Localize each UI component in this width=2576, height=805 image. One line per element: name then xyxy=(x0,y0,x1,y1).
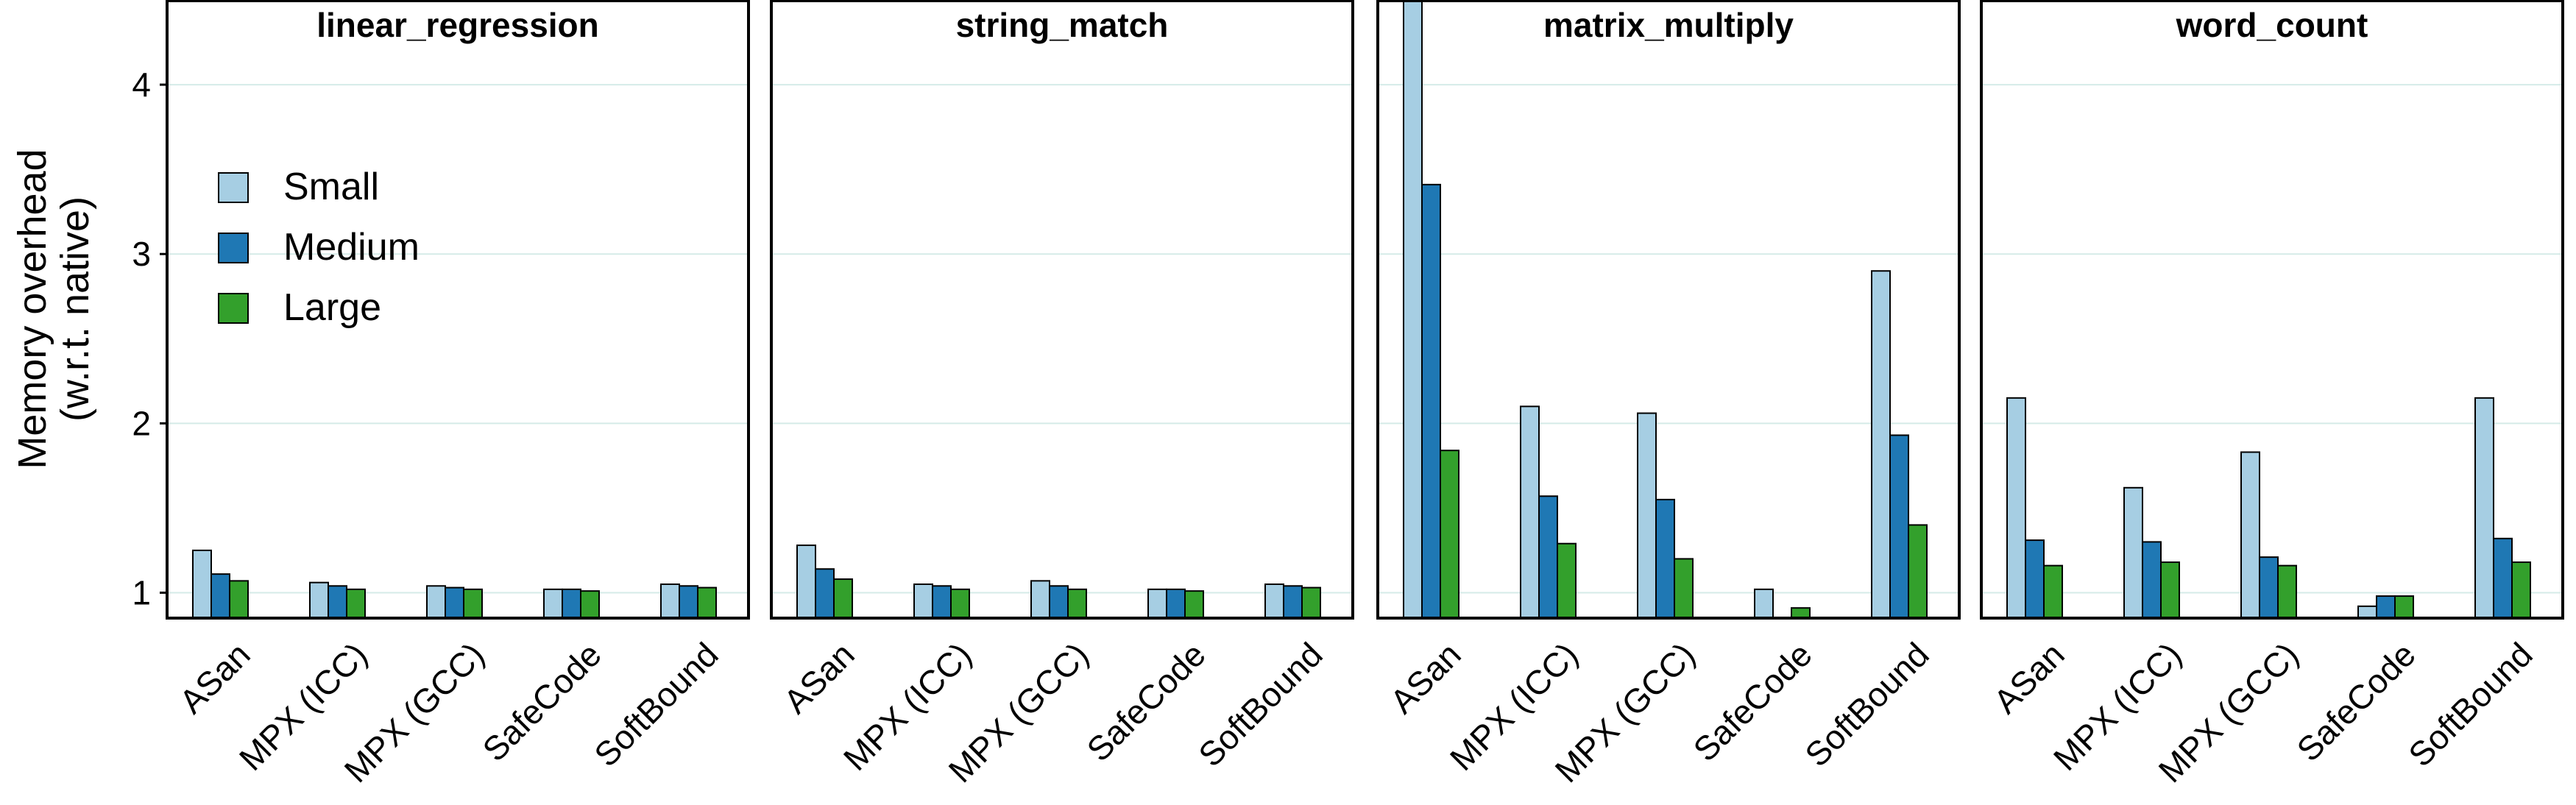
bar-medium-softbound xyxy=(1283,585,1303,620)
y-axis-label-line2: (w.r.t. native) xyxy=(53,196,97,422)
legend-label-large: Large xyxy=(283,286,381,329)
x-tick-label: SoftBound xyxy=(1797,635,1936,774)
bar-small-mpx-gcc xyxy=(426,585,446,620)
bar-large-asan xyxy=(833,578,853,619)
panel-frame xyxy=(166,0,750,620)
x-tick-label: SoftBound xyxy=(1191,635,1330,774)
legend-swatch-small xyxy=(218,172,249,203)
y-tick-label: 4 xyxy=(132,65,151,104)
bar-large-mpx-icc xyxy=(346,588,366,619)
legend: Small Medium Large xyxy=(218,166,420,329)
bar-small-mpx-gcc xyxy=(1030,580,1050,620)
bar-large-mpx-icc xyxy=(1557,542,1577,620)
x-tick-label: SoftBound xyxy=(2401,635,2540,774)
panel-title: word_count xyxy=(2176,6,2368,44)
x-tick-label: SoftBound xyxy=(587,635,726,774)
bar-small-mpx-icc xyxy=(309,581,329,619)
bar-medium-mpx-icc xyxy=(328,585,347,620)
panel-frame xyxy=(1980,0,2564,620)
bar-medium-softbound xyxy=(1889,434,1909,619)
bar-small-softbound xyxy=(1871,270,1891,619)
bar-medium-mpx-icc xyxy=(1538,495,1558,620)
bar-medium-asan xyxy=(1421,183,1441,620)
bar-small-softbound xyxy=(660,583,680,619)
bar-medium-mpx-gcc xyxy=(1049,585,1069,620)
bar-large-asan xyxy=(1440,450,1459,619)
bar-large-asan xyxy=(229,580,249,620)
bar-small-mpx-icc xyxy=(913,583,933,619)
legend-swatch-medium xyxy=(218,233,249,263)
bar-large-safecode xyxy=(1791,607,1811,619)
bar-large-mpx-gcc xyxy=(2277,564,2297,619)
bar-large-safecode xyxy=(1184,590,1204,620)
x-tick-label: ASan xyxy=(171,635,257,720)
bar-medium-softbound xyxy=(2493,537,2513,620)
bar-medium-mpx-icc xyxy=(932,585,952,620)
bar-medium-asan xyxy=(210,573,230,619)
bar-small-softbound xyxy=(2474,397,2494,619)
bar-large-softbound xyxy=(697,586,717,619)
bar-small-mpx-icc xyxy=(2123,486,2143,619)
y-axis-label: Memory overhead (w.r.t. native) xyxy=(10,149,97,469)
bar-medium-mpx-icc xyxy=(2142,541,2162,619)
bar-medium-safecode xyxy=(562,588,581,619)
bar-medium-safecode xyxy=(1166,588,1186,619)
bar-large-mpx-gcc xyxy=(1674,558,1694,619)
bar-small-mpx-gcc xyxy=(2240,451,2260,619)
bar-medium-safecode xyxy=(2376,595,2396,620)
bar-small-asan xyxy=(1403,0,1423,619)
bar-small-safecode xyxy=(1754,588,1774,619)
bar-small-safecode xyxy=(2357,605,2377,619)
legend-label-small: Small xyxy=(283,166,379,208)
panel-frame xyxy=(770,0,1354,620)
y-axis-label-line1: Memory overhead xyxy=(10,149,54,469)
legend-label-medium: Medium xyxy=(283,226,420,269)
x-tick-label: ASan xyxy=(776,635,861,720)
panel-frame xyxy=(1376,0,1961,620)
bar-small-softbound xyxy=(1264,583,1284,619)
bar-medium-asan xyxy=(815,568,835,619)
y-tick-label: 3 xyxy=(132,235,151,273)
bar-small-asan xyxy=(192,549,212,619)
bar-medium-mpx-gcc xyxy=(2259,556,2279,620)
y-tick-label: 1 xyxy=(132,573,151,611)
bar-small-safecode xyxy=(1147,588,1167,619)
bar-large-asan xyxy=(2043,564,2063,619)
bar-small-mpx-gcc xyxy=(1637,412,1657,619)
panel-title: matrix_multiply xyxy=(1543,6,1794,44)
bar-large-mpx-icc xyxy=(950,588,970,619)
bar-large-mpx-icc xyxy=(2160,561,2180,620)
bar-large-softbound xyxy=(1908,524,1928,620)
panel-title: linear_regression xyxy=(316,6,599,44)
panel-title: string_match xyxy=(956,6,1169,44)
x-tick-label: ASan xyxy=(1986,635,2071,720)
bar-large-safecode xyxy=(580,590,600,620)
bar-medium-softbound xyxy=(679,585,698,620)
bar-small-asan xyxy=(2006,397,2026,619)
bar-small-safecode xyxy=(543,588,563,619)
bar-large-mpx-gcc xyxy=(1067,588,1087,619)
bar-medium-mpx-gcc xyxy=(445,586,464,619)
bar-small-mpx-icc xyxy=(1520,405,1540,620)
bar-large-softbound xyxy=(1301,586,1321,619)
y-tick-label: 2 xyxy=(132,404,151,442)
bar-large-safecode xyxy=(2394,595,2414,620)
bar-large-mpx-gcc xyxy=(463,588,483,619)
bar-large-softbound xyxy=(2511,561,2531,620)
x-tick-label: ASan xyxy=(1382,635,1468,720)
legend-swatch-large xyxy=(218,293,249,324)
bar-medium-asan xyxy=(2025,539,2045,619)
bar-medium-mpx-gcc xyxy=(1655,498,1675,619)
bar-small-asan xyxy=(796,545,816,619)
